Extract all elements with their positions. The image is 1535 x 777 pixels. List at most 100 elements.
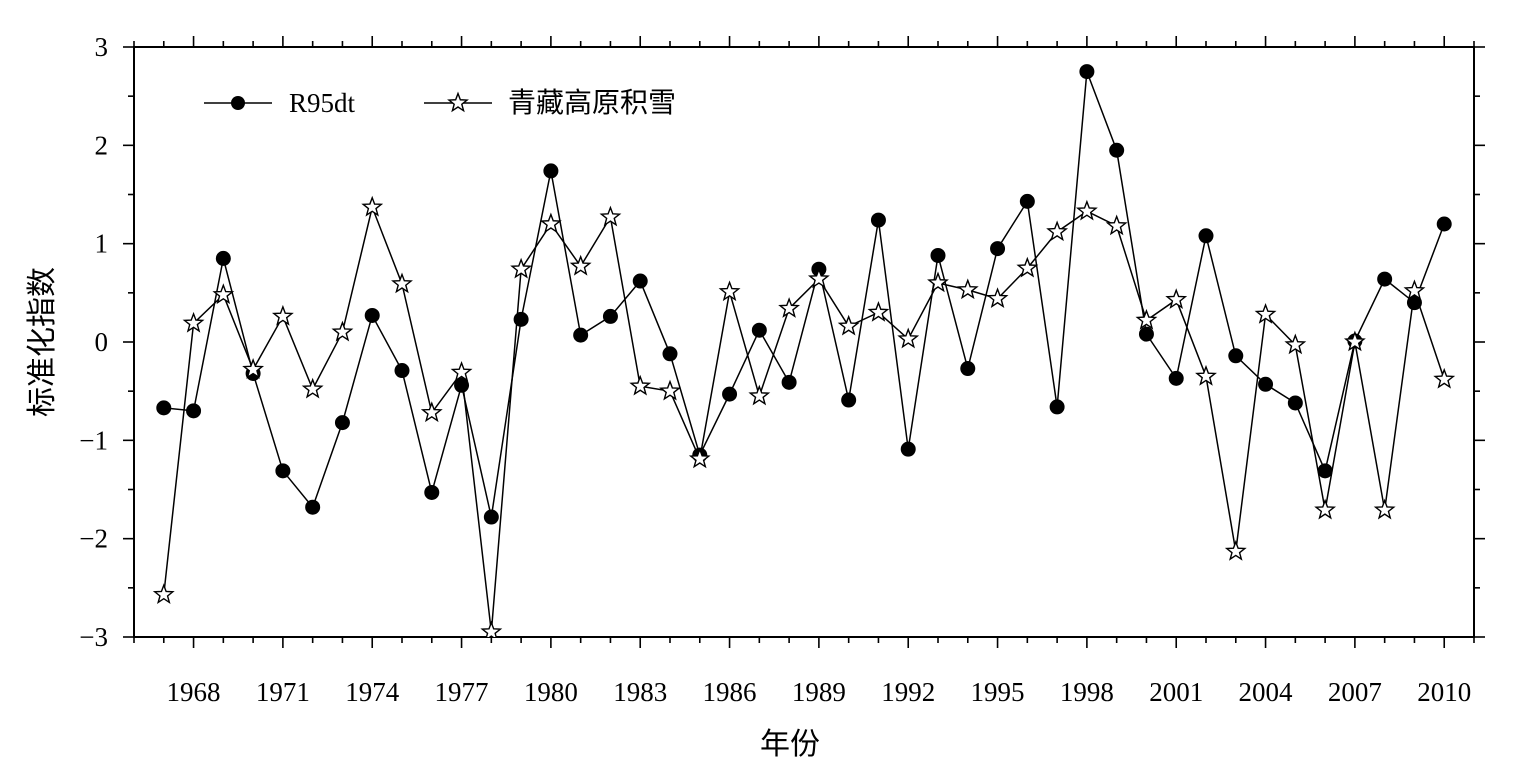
data-point-circle	[215, 250, 231, 266]
legend-label: 青藏高原积雪	[508, 86, 676, 119]
series-layer	[152, 64, 1456, 637]
data-point-circle	[1258, 376, 1274, 392]
data-point-circle	[1109, 142, 1125, 158]
x-tick-label: 2010	[1417, 677, 1471, 707]
data-point-star	[778, 297, 801, 318]
data-point-star	[1284, 333, 1307, 355]
data-point-star	[480, 620, 503, 637]
data-point-star	[271, 304, 294, 326]
x-tick-label: 1977	[435, 677, 489, 707]
plot-frame	[133, 46, 1475, 638]
series-line	[163, 204, 1445, 633]
data-point-circle	[1317, 463, 1333, 479]
data-point-star	[1046, 220, 1069, 242]
y-tick-label: −2	[79, 524, 108, 554]
data-point-star	[361, 195, 384, 217]
x-tick-label: 1968	[167, 677, 221, 707]
data-point-circle	[394, 363, 410, 379]
x-tick-label: 2001	[1149, 677, 1203, 707]
data-point-circle	[1228, 348, 1244, 364]
data-point-circle	[990, 241, 1006, 257]
data-point-star	[569, 254, 592, 276]
x-tick-label: 1980	[524, 677, 578, 707]
data-point-circle	[275, 463, 291, 479]
data-point-star	[837, 314, 860, 336]
y-tick-label: 2	[95, 130, 109, 160]
series-2	[152, 195, 1456, 637]
legend: R95dt 青藏高原积雪	[204, 86, 676, 119]
data-point-star	[450, 360, 473, 382]
data-point-star	[1373, 498, 1396, 520]
data-point-star	[599, 205, 622, 227]
axes-layer: 1968 1971 1974 1977 1980 1983 1986 1989 1992 1995…	[79, 32, 1485, 707]
data-point-star	[897, 327, 920, 349]
data-point-circle	[1198, 228, 1214, 244]
data-point-star	[659, 379, 681, 401]
data-point-star	[1314, 498, 1337, 520]
data-point-star	[1403, 279, 1426, 301]
data-point-circle	[781, 374, 797, 390]
x-tick-label: 1995	[971, 677, 1025, 707]
data-point-star	[807, 267, 830, 289]
data-point-star	[420, 401, 443, 423]
series-line	[163, 71, 1445, 518]
data-point-star	[1433, 367, 1456, 389]
legend-marker-star	[447, 91, 469, 113]
data-point-circle	[543, 163, 559, 179]
data-point-star	[956, 278, 979, 300]
x-axis-title: 年份	[760, 727, 820, 762]
data-point-circle	[364, 307, 380, 323]
y-tick-label: 3	[95, 32, 109, 62]
data-point-circle	[602, 308, 618, 324]
data-point-star	[748, 384, 771, 406]
data-point-star	[1224, 539, 1247, 561]
data-point-star	[510, 257, 533, 279]
data-point-star	[1254, 302, 1277, 324]
data-point-circle	[1168, 370, 1184, 386]
data-point-circle	[573, 327, 589, 343]
data-point-star	[867, 301, 890, 322]
x-tick-label: 1992	[881, 677, 935, 707]
data-point-star	[1343, 330, 1366, 352]
data-point-circle	[483, 509, 499, 525]
data-point-circle	[1377, 271, 1393, 287]
data-point-star	[688, 447, 711, 469]
data-point-circle	[751, 322, 767, 338]
data-point-circle	[870, 212, 886, 228]
x-tick-label: 2004	[1239, 677, 1294, 707]
data-point-star	[927, 271, 949, 293]
data-point-star	[1165, 288, 1188, 310]
x-tick-label: 1986	[703, 677, 757, 707]
data-point-circle	[900, 441, 916, 457]
data-point-star	[1195, 364, 1217, 386]
data-point-star	[718, 280, 741, 302]
x-tick-label: 2007	[1328, 677, 1382, 707]
y-tick-label: 0	[95, 327, 109, 357]
y-tick-label: −3	[79, 622, 108, 652]
data-point-circle	[930, 247, 946, 263]
series-1	[156, 64, 1452, 525]
data-point-circle	[722, 386, 738, 402]
data-point-circle	[1287, 395, 1303, 411]
data-point-circle	[186, 403, 202, 419]
data-point-circle	[424, 484, 440, 500]
data-point-circle	[305, 499, 321, 515]
x-tick-label: 1998	[1060, 677, 1114, 707]
data-point-circle	[1079, 64, 1095, 80]
data-point-circle	[334, 415, 350, 431]
data-point-circle	[1019, 193, 1035, 209]
data-point-circle	[841, 392, 857, 408]
x-tick-label: 1974	[345, 677, 400, 707]
data-point-star	[1105, 214, 1128, 236]
data-point-circle	[1436, 216, 1452, 232]
legend-label: R95dt	[289, 88, 356, 118]
legend-marker-circle	[231, 96, 245, 110]
data-point-star	[331, 320, 354, 342]
data-point-circle	[1049, 399, 1065, 415]
data-point-star	[629, 374, 652, 396]
y-tick-label: 1	[95, 229, 109, 259]
x-tick-label: 1989	[792, 677, 846, 707]
data-point-star	[212, 283, 235, 305]
